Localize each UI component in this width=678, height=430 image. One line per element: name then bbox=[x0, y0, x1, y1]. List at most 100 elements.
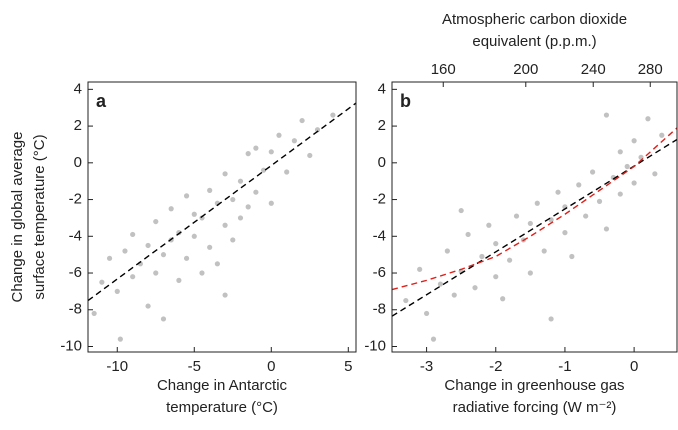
scatter-point bbox=[122, 248, 128, 254]
scatter-point bbox=[191, 233, 197, 239]
y-axis-label: Change in global average bbox=[9, 132, 26, 303]
y-tick-label: 0 bbox=[74, 154, 82, 171]
scatter-point bbox=[237, 178, 244, 184]
scatter-point bbox=[603, 226, 610, 232]
scatter-point bbox=[99, 279, 105, 285]
scatter-point bbox=[451, 292, 457, 298]
y-tick-label: 2 bbox=[378, 117, 386, 134]
scatter-point bbox=[423, 310, 430, 317]
plot-frame bbox=[391, 81, 678, 353]
panel-label: a bbox=[96, 91, 107, 111]
scatter-point bbox=[199, 215, 205, 221]
scatter-point bbox=[527, 270, 533, 276]
scatter-point bbox=[160, 252, 167, 258]
scatter-point bbox=[183, 255, 190, 261]
scatter-point bbox=[222, 171, 228, 177]
scatter-point bbox=[106, 255, 113, 261]
scatter-point bbox=[91, 310, 97, 317]
scatter-point bbox=[145, 242, 151, 249]
scatter-point bbox=[245, 151, 251, 157]
scatter-point bbox=[562, 230, 568, 236]
scatter-point bbox=[596, 198, 603, 204]
x-axis-label: radiative forcing (W m⁻²) bbox=[453, 399, 617, 416]
scatter-point bbox=[617, 149, 623, 155]
panel-label: b bbox=[400, 91, 411, 111]
y-tick-label: -10 bbox=[364, 337, 386, 354]
scatter-point bbox=[430, 336, 437, 342]
y-tick-label: 0 bbox=[378, 154, 386, 171]
y-tick-label: -4 bbox=[373, 227, 386, 244]
scatter-point bbox=[284, 169, 290, 175]
scatter-point bbox=[437, 281, 444, 287]
y-tick-label: -8 bbox=[373, 301, 386, 318]
y-tick-label: -6 bbox=[69, 264, 82, 281]
scatter-point bbox=[617, 191, 623, 197]
scatter-point bbox=[645, 116, 651, 122]
x-axis-label: temperature (°C) bbox=[166, 399, 278, 416]
scatter-point bbox=[230, 237, 236, 243]
x-axis-label: Change in greenhouse gas bbox=[444, 377, 624, 394]
scatter-point bbox=[276, 132, 282, 138]
y-tick-label: -8 bbox=[69, 301, 82, 318]
y-axis-label: surface temperature (°C) bbox=[31, 134, 48, 299]
scatter-point bbox=[472, 285, 478, 291]
scatter-point bbox=[403, 297, 409, 304]
scatter-point bbox=[548, 316, 554, 322]
scatter-point bbox=[659, 132, 665, 138]
scatter-point bbox=[479, 253, 485, 260]
scatter-point bbox=[506, 257, 513, 263]
scatter-point bbox=[160, 316, 167, 322]
x-tick-label: -2 bbox=[489, 358, 502, 375]
scatter-point bbox=[631, 138, 637, 144]
fit-line bbox=[391, 138, 678, 317]
scatter-point bbox=[631, 180, 637, 186]
x2-tick-label: 200 bbox=[513, 61, 538, 78]
scatter-point bbox=[624, 163, 630, 170]
scatter-point bbox=[583, 213, 589, 219]
scatter-point bbox=[253, 145, 259, 151]
scatter-point bbox=[555, 189, 561, 195]
scatter-point bbox=[130, 274, 136, 280]
scatter-point bbox=[153, 270, 159, 276]
scatter-point bbox=[299, 117, 305, 124]
scatter-point bbox=[207, 187, 213, 193]
scatter-point bbox=[230, 196, 236, 203]
scatter-point bbox=[576, 182, 582, 188]
y-tick-label: 4 bbox=[378, 80, 386, 97]
fit-line bbox=[391, 127, 678, 291]
x-tick-label: -10 bbox=[106, 358, 128, 375]
scatter-point bbox=[465, 231, 471, 238]
scatter-point bbox=[534, 200, 540, 206]
x-tick-label: 0 bbox=[630, 358, 638, 375]
scatter-point bbox=[444, 248, 450, 254]
scatter-point bbox=[268, 149, 274, 155]
scatter-point bbox=[199, 270, 205, 276]
scatter-point bbox=[117, 336, 123, 342]
scatter-point bbox=[590, 169, 596, 175]
plot-frame bbox=[87, 81, 357, 353]
x2-tick-label: 240 bbox=[581, 61, 606, 78]
top-axis-label: equivalent (p.p.m.) bbox=[472, 33, 596, 50]
scatter-point bbox=[493, 274, 499, 280]
scatter-point bbox=[153, 218, 159, 225]
fit-line bbox=[87, 102, 357, 302]
y-tick-label: -4 bbox=[69, 227, 82, 244]
scatter-point bbox=[268, 200, 274, 206]
scatter-point bbox=[260, 167, 267, 173]
scatter-point bbox=[314, 127, 321, 133]
scatter-point bbox=[207, 244, 213, 250]
scatter-point bbox=[603, 112, 610, 118]
scatter-point bbox=[486, 222, 492, 228]
x-tick-label: -1 bbox=[558, 358, 571, 375]
scatter-point bbox=[458, 207, 464, 214]
scatter-point bbox=[237, 215, 244, 221]
x2-tick-label: 160 bbox=[431, 61, 456, 78]
scatter-point bbox=[569, 253, 575, 260]
y-tick-label: -6 bbox=[373, 264, 386, 281]
scatter-point bbox=[307, 152, 313, 159]
scatter-point bbox=[291, 138, 297, 144]
top-axis-label: Atmospheric carbon dioxide bbox=[442, 11, 627, 28]
y-tick-label: -2 bbox=[373, 191, 386, 208]
scatter-point bbox=[253, 189, 259, 195]
